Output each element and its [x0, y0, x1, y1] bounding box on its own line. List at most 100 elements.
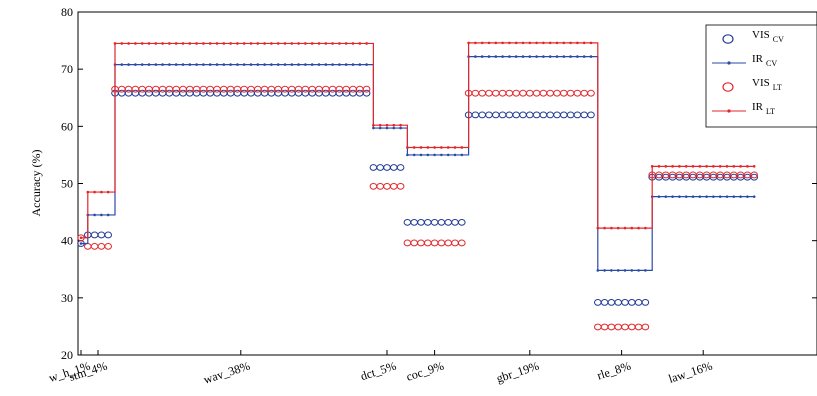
data-point: [582, 41, 586, 45]
data-point: [621, 299, 629, 306]
data-point: [147, 42, 151, 45]
data-point: [691, 165, 695, 168]
data-point: [494, 55, 498, 58]
data-point: [249, 63, 253, 66]
data-point: [634, 299, 643, 306]
data-point: [93, 190, 96, 194]
data-point: [712, 195, 715, 198]
data-point: [521, 41, 525, 45]
legend-entry-ir-cv: IR CV: [712, 53, 777, 68]
data-point: [372, 126, 375, 130]
data-point: [186, 85, 194, 93]
data-point: [338, 63, 341, 66]
data-point: [426, 153, 430, 157]
data-point: [392, 123, 396, 127]
x-tick-label: dct_5%: [359, 359, 398, 384]
data-point: [546, 111, 555, 119]
data-point: [698, 195, 702, 198]
data-point: [664, 165, 668, 168]
data-point: [562, 55, 566, 58]
data-point: [270, 42, 273, 45]
data-point: [528, 41, 532, 45]
data-point: [691, 195, 695, 198]
data-point: [451, 218, 459, 226]
data-point: [358, 63, 362, 66]
data-point: [172, 85, 180, 93]
data-point: [664, 195, 668, 198]
data-point: [310, 63, 314, 66]
series-line: [81, 42, 755, 239]
data-point: [208, 63, 212, 66]
data-point: [297, 42, 300, 45]
data-point: [106, 213, 110, 217]
data-point: [168, 42, 171, 45]
data-point: [308, 85, 317, 93]
data-point: [650, 165, 654, 168]
data-point: [641, 299, 650, 306]
data-point: [542, 55, 545, 58]
data-point: [594, 299, 602, 306]
data-point: [229, 63, 232, 66]
data-point: [399, 126, 402, 130]
data-point: [192, 85, 201, 93]
data-point: [297, 63, 300, 66]
data-point: [226, 85, 235, 93]
data-point: [410, 239, 419, 247]
data-point: [458, 218, 466, 226]
data-point: [480, 55, 484, 58]
data-point: [519, 111, 527, 119]
data-point: [240, 85, 248, 93]
data-point: [478, 111, 487, 119]
data-point: [628, 323, 636, 331]
data-point: [168, 63, 171, 66]
data-point: [242, 63, 246, 66]
data-point: [641, 323, 650, 331]
data-point: [406, 146, 409, 149]
data-point: [610, 269, 613, 272]
data-point: [446, 146, 450, 149]
data-point: [501, 41, 504, 45]
data-point: [437, 239, 446, 247]
data-point: [100, 190, 103, 194]
legend-entry-vis-lt: VIS LT: [722, 77, 782, 92]
data-point: [474, 41, 477, 45]
data-point: [417, 239, 425, 247]
data-point: [587, 89, 595, 97]
data-point: [671, 195, 674, 198]
data-point: [485, 111, 493, 119]
data-point: [512, 89, 521, 97]
legend: VIS CV IR CV VIS LT IR LT: [705, 24, 817, 128]
data-point: [263, 42, 266, 45]
data-point: [492, 111, 500, 119]
data-point: [614, 323, 623, 331]
data-point: [403, 218, 412, 226]
data-point: [383, 164, 391, 171]
data-point: [100, 213, 103, 217]
data-point: [718, 195, 722, 198]
data-point: [412, 153, 416, 157]
data-point: [417, 218, 425, 226]
data-point: [127, 63, 130, 66]
legend-marker: [727, 109, 731, 113]
data-point: [594, 323, 602, 331]
data-point: [131, 85, 140, 93]
data-point: [555, 55, 559, 58]
data-point: [671, 165, 674, 168]
data-point: [324, 63, 328, 66]
data-point: [188, 42, 192, 45]
data-point: [338, 42, 341, 45]
data-point: [419, 146, 423, 149]
data-point: [154, 42, 158, 45]
data-point: [553, 111, 561, 119]
data-point: [576, 55, 579, 58]
data-point: [487, 41, 491, 45]
data-point: [86, 190, 90, 194]
series-line: [81, 55, 755, 271]
data-point: [587, 111, 595, 119]
data-point: [478, 89, 487, 97]
data-point: [684, 195, 688, 198]
data-point: [79, 242, 83, 245]
data-point: [104, 242, 112, 250]
data-point: [199, 85, 208, 93]
data-point: [342, 85, 351, 93]
